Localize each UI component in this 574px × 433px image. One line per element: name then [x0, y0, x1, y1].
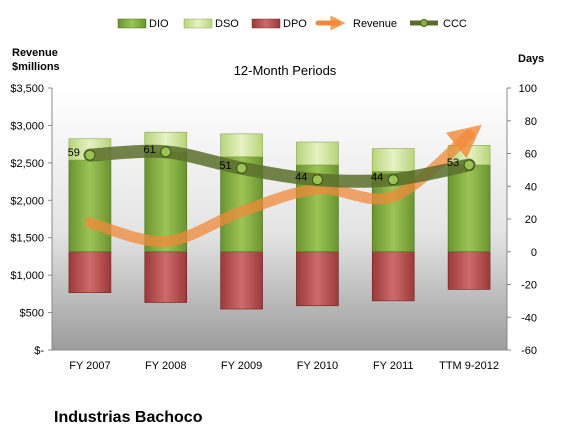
right-tick-label: -40: [521, 312, 537, 324]
point-ccc: [236, 162, 248, 174]
right-tick-label: 100: [519, 83, 537, 95]
left-tick-label: $3,000: [10, 120, 44, 132]
right-tick-label: 60: [525, 149, 537, 161]
bar-dio: [447, 164, 491, 253]
bar-dso: [371, 148, 415, 172]
right-tick-label: 80: [525, 116, 537, 128]
bar-dpo: [144, 251, 188, 303]
x-tick-label: FY 2007: [69, 360, 110, 372]
legend-swatch-dio: [117, 18, 147, 29]
left-tick-label: $3,500: [10, 83, 44, 95]
data-label-ccc: 44: [295, 172, 307, 184]
bar-dpo: [220, 251, 263, 310]
left-axis-title-line2: $millions: [12, 61, 60, 73]
left-tick-label: $1,500: [10, 233, 44, 245]
right-axis-title: Days: [518, 53, 544, 65]
legend-label-ccc: CCC: [443, 18, 467, 30]
x-tick-label: FY 2009: [221, 360, 262, 372]
legend-item-ccc: CCC: [410, 18, 467, 30]
bar-dso: [296, 141, 339, 166]
left-tick-label: $500: [20, 308, 44, 320]
legend-label-dpo: DPO: [283, 18, 307, 30]
bars-layer: [68, 131, 491, 310]
plot-area: [52, 88, 507, 350]
data-label-ccc: 51: [219, 160, 231, 172]
right-tick-label: 40: [525, 181, 537, 193]
point-ccc: [311, 174, 323, 186]
point-ccc: [463, 159, 475, 171]
x-axis-ticks: FY 2007 FY 2008 FY 2009 FY 2010 FY 2011 TTM 9…: [69, 360, 499, 372]
legend-swatch-dso: [183, 18, 213, 29]
bar-dpo: [371, 251, 415, 302]
legend-item-revenue: Revenue: [315, 15, 397, 31]
left-axis-title-line1: Revenue: [12, 47, 58, 59]
right-tick-label: 0: [531, 247, 537, 259]
x-tick-label: FY 2010: [297, 360, 338, 372]
x-tick-label: TTM 9-2012: [439, 360, 499, 372]
left-tick-label: $2,500: [10, 158, 44, 170]
legend-label-revenue: Revenue: [353, 18, 397, 30]
right-tick-label: -20: [521, 280, 537, 292]
left-tick-label: $2,000: [10, 195, 44, 207]
legend-label-dio: DIO: [149, 18, 169, 30]
x-tick-label: FY 2011: [373, 360, 414, 372]
bar-dpo: [68, 251, 112, 293]
legend-item-dio: DIO: [117, 18, 169, 30]
x-tick-label: FY 2008: [145, 360, 186, 372]
data-label-ccc: 59: [68, 147, 80, 159]
legend: DIO DSO DPO Revenue CCC: [117, 15, 467, 31]
point-ccc: [387, 174, 399, 186]
data-label-ccc: 53: [447, 157, 459, 169]
chart-subtitle: 12-Month Periods: [234, 63, 337, 78]
footer-title: Industrias Bachoco: [54, 409, 203, 426]
data-label-ccc: 61: [144, 144, 156, 156]
bar-dio: [68, 159, 112, 253]
right-axis-ticks: -60 -40 -20 0 20 40 60 80 100: [507, 83, 537, 357]
data-label-ccc: 44: [371, 172, 383, 184]
left-tick-label: $1,000: [10, 270, 44, 282]
left-axis-ticks: $- $500 $1,000 $1,500 $2,000 $2,500 $3,000 $3,5…: [10, 83, 52, 357]
legend-label-dso: DSO: [215, 18, 239, 30]
left-tick-label: $-: [34, 345, 44, 357]
point-ccc: [84, 149, 96, 161]
bar-dpo: [447, 251, 491, 290]
legend-item-dso: DSO: [183, 18, 239, 30]
point-ccc: [160, 146, 172, 158]
legend-marker-ccc: [420, 19, 428, 27]
right-tick-label: 20: [525, 214, 537, 226]
bar-dso: [220, 133, 263, 158]
series-line-ccc: [83, 144, 476, 188]
series-line-revenue: [84, 124, 482, 247]
right-tick-label: -60: [521, 345, 537, 357]
legend-swatch-dpo: [251, 18, 281, 29]
bar-dpo: [296, 251, 339, 307]
lines-layer: 59 61 51 44 44 53: [68, 124, 482, 247]
legend-item-dpo: DPO: [251, 18, 307, 30]
